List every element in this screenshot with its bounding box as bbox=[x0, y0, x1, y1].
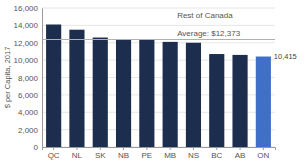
bar bbox=[116, 39, 131, 147]
bar bbox=[139, 39, 154, 147]
bar bbox=[256, 57, 271, 147]
y-axis-line bbox=[42, 9, 43, 148]
y-tick: 6,000 bbox=[18, 91, 42, 100]
x-tick-mark bbox=[100, 147, 101, 150]
x-tick: MB bbox=[164, 147, 176, 160]
y-tick-label: 6,000 bbox=[18, 91, 39, 100]
y-axis-title: $ per Capita, 2017 bbox=[3, 47, 12, 109]
x-tick: NS bbox=[188, 147, 199, 160]
x-tick-label: AB bbox=[235, 151, 246, 160]
x-axis-line bbox=[43, 148, 276, 151]
y-tick: 14,000 bbox=[14, 21, 42, 30]
bar bbox=[69, 30, 84, 147]
x-tick-label: NS bbox=[188, 151, 199, 160]
x-tick-label: BC bbox=[211, 151, 222, 160]
x-tick-mark bbox=[76, 147, 77, 150]
x-axis: QC NL SK NB PE MB NS BC AB ON bbox=[43, 147, 276, 160]
x-tick-label: NL bbox=[72, 151, 83, 160]
x-tick: BC bbox=[211, 147, 222, 160]
x-tick-mark bbox=[146, 147, 147, 150]
bar bbox=[46, 25, 61, 147]
y-tick-label: 16,000 bbox=[14, 4, 39, 13]
y-tick-label: 4,000 bbox=[18, 108, 39, 117]
x-tick-mark bbox=[263, 147, 264, 150]
x-tick: ON bbox=[257, 147, 269, 160]
x-tick-label: ON bbox=[257, 151, 269, 160]
grid-line bbox=[42, 25, 275, 26]
x-tick: SK bbox=[95, 147, 106, 160]
grid bbox=[42, 8, 275, 147]
y-tick: 12,000 bbox=[14, 39, 42, 48]
x-tick-mark bbox=[123, 147, 124, 150]
x-tick-mark bbox=[193, 147, 194, 150]
y-tick-label: 14,000 bbox=[14, 21, 39, 30]
x-tick-mark bbox=[216, 147, 217, 150]
bar bbox=[232, 55, 247, 147]
x-tick-label: NB bbox=[118, 151, 129, 160]
y-tick: 10,000 bbox=[14, 56, 42, 65]
y-tick-label: 10,000 bbox=[14, 56, 39, 65]
y-tick: 4,000 bbox=[18, 108, 42, 117]
bar-annotation: 10,415 bbox=[274, 52, 297, 61]
x-tick-mark bbox=[240, 147, 241, 150]
x-tick-mark bbox=[170, 147, 171, 150]
bar bbox=[93, 38, 108, 147]
average-label: Rest of Canada bbox=[177, 11, 233, 20]
y-tick-label: 8,000 bbox=[18, 74, 39, 83]
x-tick: NB bbox=[118, 147, 129, 160]
x-tick: NL bbox=[72, 147, 83, 160]
y-axis: 0 2,000 4,000 6,000 8,000 10,000 12,000 14,000 1… bbox=[14, 4, 43, 152]
x-tick-label: QC bbox=[48, 151, 60, 160]
y-tick: 2,000 bbox=[18, 126, 42, 135]
x-tick-label: SK bbox=[95, 151, 106, 160]
x-tick: QC bbox=[48, 147, 60, 160]
annotations: Rest of Canada Average: $12,373 10,415 bbox=[177, 11, 297, 61]
y-tick: 8,000 bbox=[18, 74, 42, 83]
x-tick-label: MB bbox=[164, 151, 176, 160]
bar bbox=[163, 42, 178, 147]
average-line bbox=[42, 39, 275, 40]
y-tick: 0 bbox=[34, 143, 42, 152]
average-label: Average: $12,373 bbox=[177, 29, 241, 38]
chart-container: 0 2,000 4,000 6,000 8,000 10,000 12,000 14,000 1… bbox=[0, 0, 305, 165]
chart-svg: 0 2,000 4,000 6,000 8,000 10,000 12,000 14,000 1… bbox=[0, 0, 305, 165]
plot-area: 0 2,000 4,000 6,000 8,000 10,000 12,000 14,000 1… bbox=[14, 4, 297, 160]
x-tick-mark bbox=[53, 147, 54, 150]
x-tick: PE bbox=[142, 147, 153, 160]
y-tick-label: 0 bbox=[34, 143, 39, 152]
y-tick-label: 12,000 bbox=[14, 39, 39, 48]
y-tick: 16,000 bbox=[14, 4, 42, 13]
bar bbox=[209, 54, 224, 147]
x-tick-label: PE bbox=[142, 151, 153, 160]
marks bbox=[42, 25, 275, 147]
x-tick: AB bbox=[235, 147, 246, 160]
grid-line bbox=[42, 8, 275, 9]
bar bbox=[186, 43, 201, 147]
y-tick-label: 2,000 bbox=[18, 126, 39, 135]
